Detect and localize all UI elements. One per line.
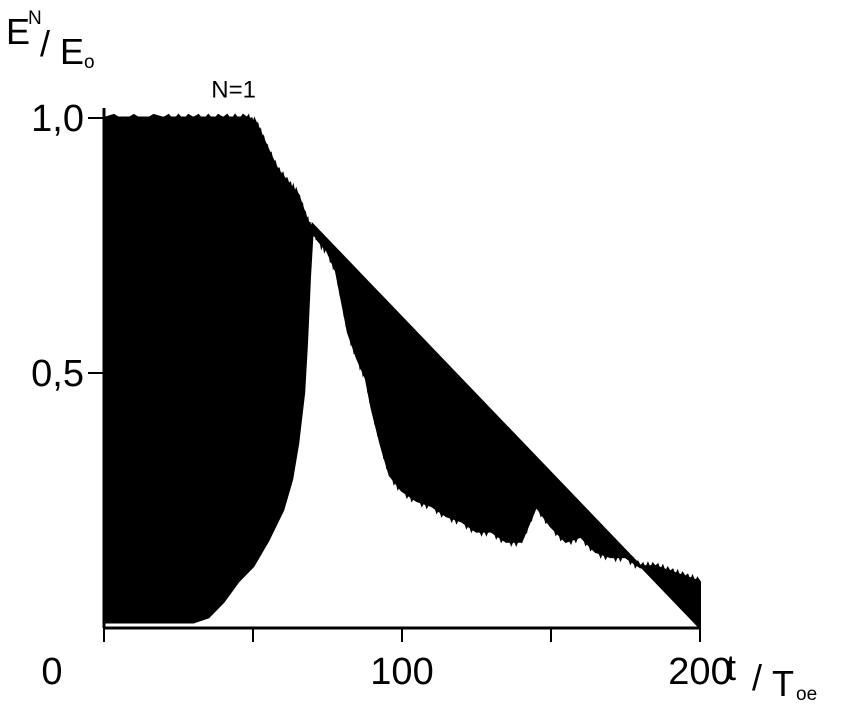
ylabel-sub-main: E — [60, 31, 84, 72]
series-annotation: 3,5 — [181, 444, 214, 471]
x-tick-label: 100 — [370, 651, 433, 693]
x-axis-label: t / T oe — [726, 647, 817, 705]
ylabel-sep: / — [40, 23, 50, 64]
y-tick-label: 1,0 — [31, 98, 84, 140]
xlabel-main: t — [726, 647, 736, 688]
ylabel-main: E — [6, 11, 30, 52]
series-annotations: N=1 2 3,5 4,7 — [181, 77, 256, 532]
x-tick-label: 200 — [668, 651, 731, 693]
ylabel-sup: N — [28, 8, 42, 29]
series-annotation: N=1 — [211, 77, 256, 104]
xlabel-sub: oe — [796, 684, 817, 705]
axis-ticks: 0,5 1,0 0 100 200 — [31, 98, 732, 693]
series-upper-line — [104, 116, 701, 584]
ylabel-sub: o — [84, 52, 95, 73]
series-lower-line — [104, 224, 315, 624]
xlabel-sep: / — [752, 657, 762, 698]
y-axis-label: E N / E o — [6, 8, 95, 73]
plot-area — [103, 113, 701, 631]
x-tick-label: 0 — [41, 651, 62, 693]
series-annotation: 2 — [225, 291, 238, 318]
series-annotation: 4,7 — [181, 505, 214, 532]
xlabel-sub-main: T — [772, 663, 794, 704]
series-energy-envelope — [103, 113, 701, 631]
y-tick-label: 0,5 — [31, 353, 84, 395]
